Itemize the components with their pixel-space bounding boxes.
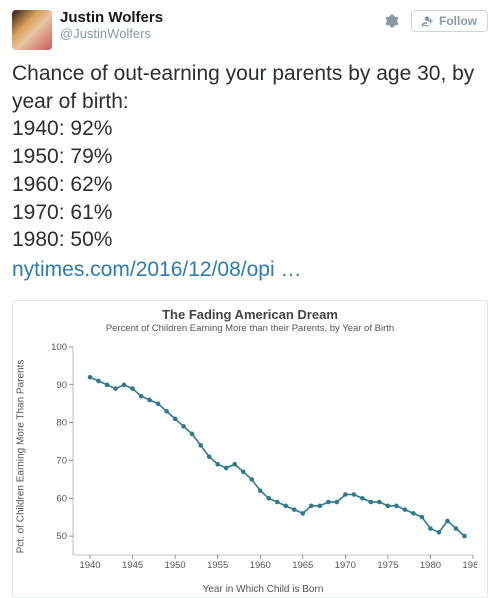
svg-text:1980: 1980 xyxy=(420,560,441,571)
follow-label: Follow xyxy=(439,14,477,28)
x-axis-label: Year in Which Child is Born xyxy=(49,584,477,595)
svg-text:1945: 1945 xyxy=(122,560,143,571)
author-name[interactable]: Justin Wolfers xyxy=(60,10,375,27)
svg-text:100: 100 xyxy=(51,343,67,353)
plot-area: 50 60 70 80 90 100 1940 1945 1950 1955 1960 1965 197… xyxy=(49,343,477,571)
tweet-link[interactable]: nytimes.com/2016/12/08/opi … xyxy=(12,256,488,284)
body-intro: Chance of out-earning your parents by ag… xyxy=(12,60,488,115)
svg-text:1960: 1960 xyxy=(250,560,271,571)
body-row: 1960: 62% xyxy=(12,171,488,199)
svg-text:1965: 1965 xyxy=(292,560,313,571)
svg-text:1940: 1940 xyxy=(79,560,100,571)
body-row: 1970: 61% xyxy=(12,199,488,227)
tweet-container: Justin Wolfers @JustinWolfers Follow Cha… xyxy=(0,0,500,292)
y-axis-label: Pct. of Children Earning More Than Paren… xyxy=(15,343,27,571)
svg-text:1955: 1955 xyxy=(207,560,228,571)
svg-text:70: 70 xyxy=(56,455,67,466)
tweet-actions: Follow xyxy=(383,10,488,32)
body-row: 1950: 79% xyxy=(12,143,488,171)
chart-subtitle: Percent of Children Earning More than th… xyxy=(19,323,481,334)
svg-text:1985: 1985 xyxy=(462,560,477,571)
svg-text:1970: 1970 xyxy=(335,560,356,571)
gear-icon[interactable] xyxy=(383,13,399,29)
follow-icon xyxy=(420,14,434,28)
chart-svg: 50 60 70 80 90 100 1940 1945 1950 1955 1960 1965 197… xyxy=(49,343,477,571)
author-block: Justin Wolfers @JustinWolfers xyxy=(60,10,375,41)
body-row: 1940: 92% xyxy=(12,115,488,143)
svg-text:1950: 1950 xyxy=(165,560,186,571)
svg-text:60: 60 xyxy=(56,493,67,504)
svg-text:80: 80 xyxy=(56,417,67,428)
svg-text:90: 90 xyxy=(56,380,67,391)
chart-title: The Fading American Dream xyxy=(19,307,481,322)
tweet-body: Chance of out-earning your parents by ag… xyxy=(12,60,488,254)
tweet-header: Justin Wolfers @JustinWolfers Follow xyxy=(12,10,488,50)
author-handle[interactable]: @JustinWolfers xyxy=(60,27,375,41)
avatar[interactable] xyxy=(12,10,52,50)
body-row: 1980: 50% xyxy=(12,226,488,254)
chart-card: The Fading American Dream Percent of Chi… xyxy=(12,300,488,598)
svg-text:1975: 1975 xyxy=(377,560,398,571)
follow-button[interactable]: Follow xyxy=(411,10,488,32)
svg-text:50: 50 xyxy=(56,531,67,542)
